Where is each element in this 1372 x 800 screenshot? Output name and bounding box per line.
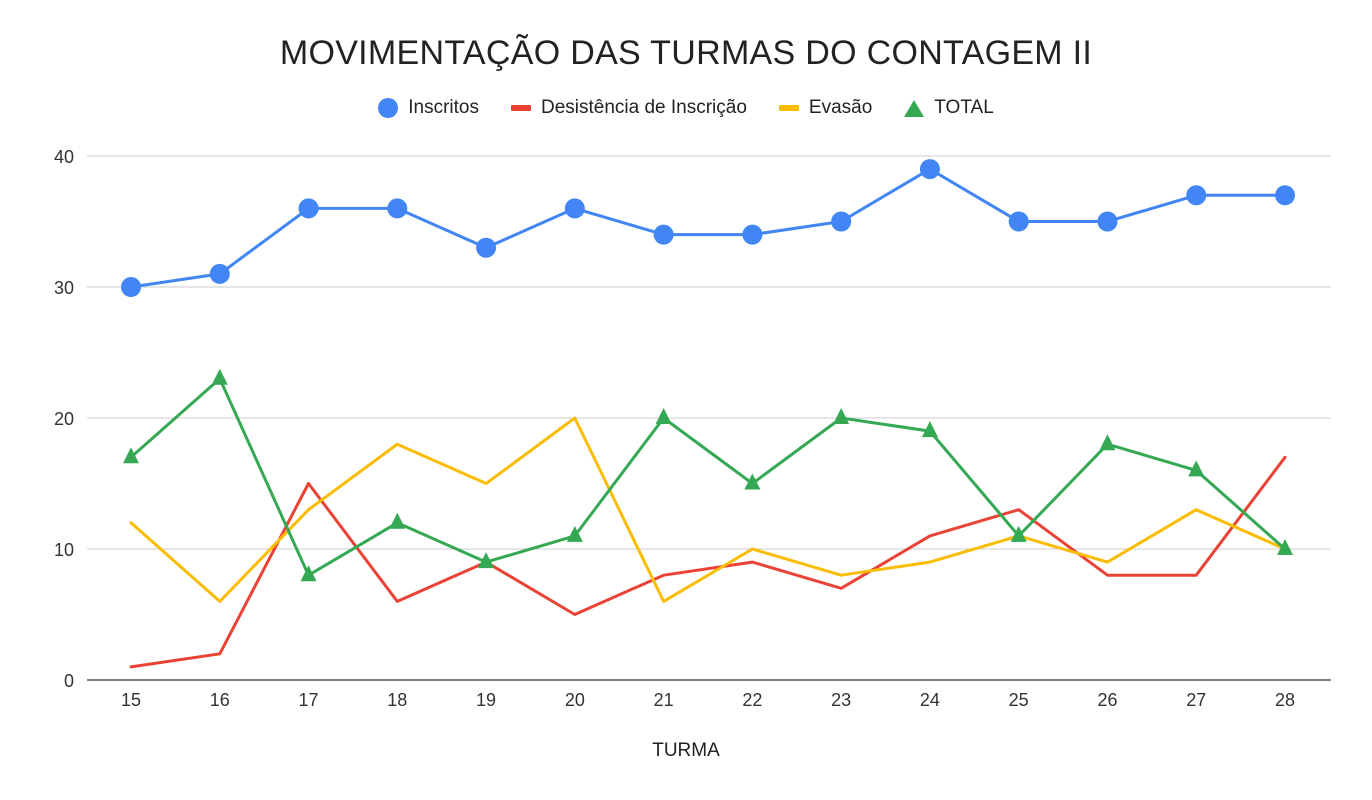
x-tick-label-18: 18: [387, 690, 407, 710]
data-point-inscritos-15: [121, 277, 141, 297]
data-point-inscritos-19: [476, 237, 497, 258]
series-line-1: [129, 455, 1287, 669]
x-tick-label-23: 23: [831, 690, 851, 710]
y-tick-label-10: 10: [54, 540, 74, 560]
legend-item-evasao[interactable]: Evasão: [778, 97, 873, 119]
data-point-total-28: [1277, 539, 1293, 555]
data-point-total-24: [921, 421, 938, 438]
data-point-inscritos-17: [298, 198, 319, 219]
legend-label-desistencia: Desistência de Inscrição: [540, 97, 747, 118]
legend-label-evasao: Evasão: [808, 97, 873, 118]
series-1: [129, 455, 1287, 669]
legend-marker-total: [904, 99, 925, 117]
data-point-inscritos-23: [831, 211, 852, 232]
data-point-total-16: [211, 368, 228, 385]
y-tick-label-0: 0: [64, 671, 74, 691]
series-3: [123, 368, 1293, 582]
data-point-inscritos-27: [1186, 185, 1207, 206]
x-axis-title: TURMA: [652, 740, 720, 761]
x-tick-label-20: 20: [565, 690, 585, 710]
data-point-inscritos-21: [653, 224, 674, 245]
legend-item-total[interactable]: TOTAL: [904, 97, 994, 119]
x-tick-label-15: 15: [121, 690, 141, 710]
x-tick-label-26: 26: [1097, 690, 1117, 710]
chart-title: MOVIMENTAÇÃO DAS TURMAS DO CONTAGEM II: [279, 34, 1093, 72]
x-tick-label-16: 16: [210, 690, 230, 710]
data-point-total-18: [389, 512, 406, 529]
x-tick-label-27: 27: [1186, 690, 1206, 710]
data-point-inscritos-16: [209, 263, 230, 284]
data-point-inscritos-18: [387, 198, 408, 219]
x-tick-label-21: 21: [654, 690, 674, 710]
data-point-total-26: [1099, 434, 1116, 451]
series-line-3: [129, 377, 1287, 577]
x-tick-label-24: 24: [920, 690, 940, 710]
legend-item-desistencia[interactable]: Desistência de Inscrição: [510, 97, 747, 119]
legend-marker-inscritos: [378, 98, 399, 118]
data-point-inscritos-25: [1008, 211, 1029, 232]
data-point-total-22: [744, 473, 761, 490]
data-point-total-23: [833, 408, 850, 424]
chart-legend: Inscritos Desistência de Inscrição Evasã…: [0, 97, 1372, 119]
y-tick-label-40: 40: [54, 147, 74, 167]
data-point-total-27: [1188, 460, 1205, 477]
legend-item-inscritos[interactable]: Inscritos: [378, 97, 479, 119]
data-point-inscritos-28: [1275, 185, 1295, 206]
x-tick-label-28: 28: [1275, 690, 1295, 710]
data-point-total-21: [655, 408, 672, 424]
data-point-total-20: [566, 525, 583, 542]
x-tick-label-25: 25: [1009, 690, 1029, 710]
data-point-total-19: [478, 552, 495, 569]
data-point-inscritos-22: [742, 224, 763, 245]
legend-marker-evasao: [778, 105, 799, 111]
data-point-inscritos-24: [919, 159, 940, 180]
legend-label-inscritos: Inscritos: [408, 97, 479, 118]
series-2: [129, 416, 1287, 603]
legend-label-total: TOTAL: [934, 97, 994, 118]
series-line-0: [129, 167, 1287, 289]
y-tick-label-20: 20: [54, 409, 74, 429]
data-point-total-17: [300, 565, 317, 582]
data-point-total-15: [123, 447, 139, 464]
x-tick-label-17: 17: [299, 690, 319, 710]
series-0: [121, 159, 1295, 297]
data-point-inscritos-20: [564, 198, 585, 219]
y-tick-label-30: 30: [54, 278, 74, 298]
series-line-2: [129, 416, 1287, 603]
data-point-inscritos-26: [1097, 211, 1118, 232]
x-tick-label-22: 22: [742, 690, 762, 710]
data-point-total-25: [1010, 525, 1027, 542]
legend-marker-desistencia: [510, 105, 531, 111]
x-tick-label-19: 19: [476, 690, 496, 710]
